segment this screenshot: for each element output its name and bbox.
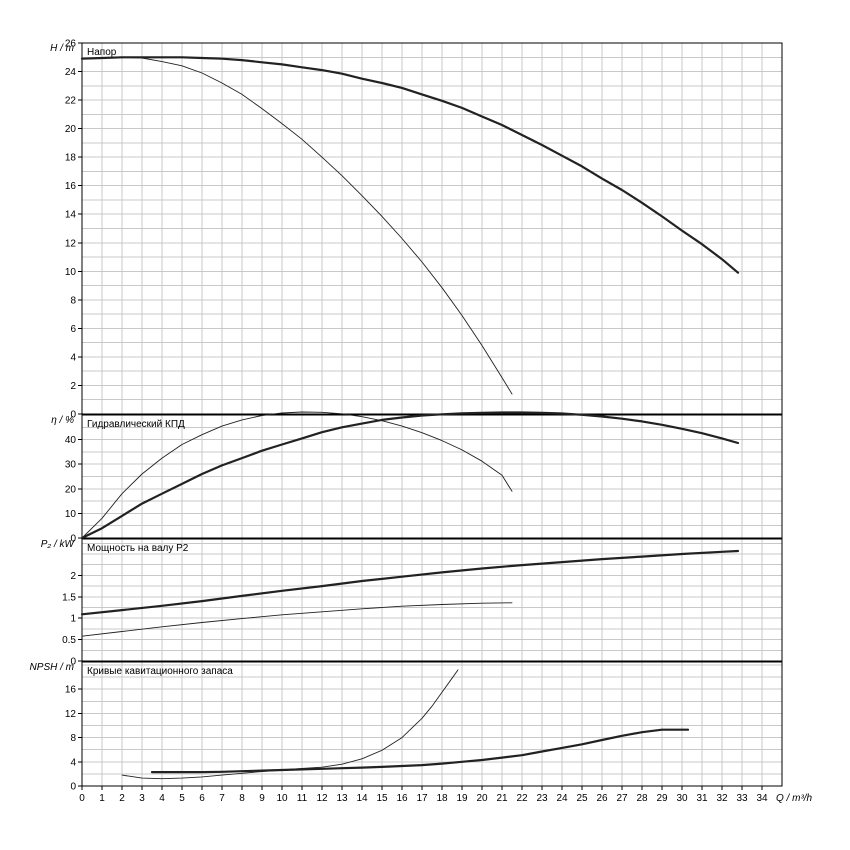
npsh-series-1-line — [150, 728, 690, 774]
power-title: Мощность на валу P2 — [87, 543, 189, 554]
power-y-tick-label: 1 — [70, 614, 76, 625]
efficiency-panel: 0 10 20 30 40 η / % Гидравлический КПД — [51, 411, 783, 545]
x-tick-label: 29 — [656, 793, 668, 804]
head-y-tick-label: 20 — [65, 124, 77, 135]
head-series-2-line — [81, 56, 513, 395]
x-tick-label: 30 — [676, 793, 688, 804]
x-tick-label: 12 — [316, 793, 328, 804]
x-tick-label: 0 — [79, 793, 85, 804]
npsh-y-tick-label: 0 — [70, 782, 76, 793]
head-y-tick-label: 18 — [65, 153, 77, 164]
x-tick-label: 34 — [756, 793, 768, 804]
x-tick-label: 25 — [576, 793, 588, 804]
npsh-y-tick-label: 12 — [65, 709, 77, 720]
efficiency-series-1-line — [80, 411, 740, 540]
x-tick-label: 10 — [276, 793, 288, 804]
power-series-1-line — [80, 549, 740, 616]
npsh-y-tick-label: 8 — [70, 733, 76, 744]
x-axis-label: Q / m³/h — [776, 793, 813, 804]
power-y-tick-label: 0.5 — [62, 635, 76, 646]
head-y-tick-label: 16 — [65, 181, 77, 192]
head-y-tick-label: 12 — [65, 238, 77, 249]
head-y-tick-label: 2 — [70, 381, 76, 392]
x-tick-label: 18 — [436, 793, 448, 804]
x-tick-label: 27 — [616, 793, 628, 804]
power-y-tick-label: 1.5 — [62, 592, 76, 603]
power-panel: 0 0.5 1 1.5 2 P₂ / kW Мощность на валу P2 — [41, 538, 783, 668]
x-tick-label: 9 — [259, 793, 265, 804]
npsh-y-tick-label: 16 — [65, 685, 77, 696]
efficiency-title: Гидравлический КПД — [87, 419, 185, 430]
head-y-tick-label: 22 — [65, 96, 77, 107]
head-title: Напор — [87, 47, 117, 58]
x-tick-label: 28 — [636, 793, 648, 804]
head-series-1-line — [80, 56, 740, 274]
x-tick-label: 24 — [556, 793, 568, 804]
x-tick-label: 23 — [536, 793, 548, 804]
x-tick-label: 6 — [199, 793, 205, 804]
x-tick-label: 26 — [596, 793, 608, 804]
x-tick-label: 17 — [416, 793, 428, 804]
efficiency-y-tick-label: 0 — [70, 534, 76, 545]
x-tick-label: 15 — [376, 793, 388, 804]
npsh-series-2-line — [121, 669, 459, 780]
x-tick-label: 5 — [179, 793, 185, 804]
x-tick-label: 13 — [336, 793, 348, 804]
x-tick-label: 3 — [139, 793, 145, 804]
x-tick-label: 19 — [456, 793, 468, 804]
efficiency-y-tick-label: 30 — [65, 460, 77, 471]
efficiency-y-tick-label: 40 — [65, 435, 77, 446]
npsh-y-axis-label: NPSH / m — [30, 662, 74, 673]
power-y-tick-label: 2 — [70, 571, 76, 582]
head-y-tick-label: 24 — [65, 67, 77, 78]
power-frame — [81, 538, 783, 662]
x-axis: 0 1 2 3 4 5 6 7 8 9 10 11 12 13 14 15 16 17 18 19 20 21 22 23 24… — [79, 786, 813, 804]
efficiency-y-tick-label: 20 — [65, 484, 77, 495]
head-y-tick-label: 0 — [70, 410, 76, 421]
x-tick-label: 20 — [476, 793, 488, 804]
npsh-frame — [81, 661, 783, 787]
x-tick-label: 2 — [119, 793, 125, 804]
x-tick-label: 1 — [99, 793, 105, 804]
npsh-grid — [82, 662, 782, 786]
head-y-tick-label: 10 — [65, 267, 77, 278]
head-y-tick-label: 4 — [70, 352, 76, 363]
power-y-tick-label: 0 — [70, 657, 76, 668]
npsh-title: Кривые кавитационного запаса — [87, 666, 233, 677]
power-y-axis-label: P₂ / kW — [41, 539, 76, 550]
x-tick-label: 33 — [736, 793, 748, 804]
efficiency-y-tick-label: 10 — [65, 509, 77, 520]
x-tick-label: 16 — [396, 793, 408, 804]
x-tick-label: 32 — [716, 793, 728, 804]
x-tick-label: 8 — [239, 793, 245, 804]
power-y-ticks: 0 0.5 1 1.5 2 — [62, 571, 82, 668]
x-tick-label: 22 — [516, 793, 528, 804]
x-tick-label: 14 — [356, 793, 368, 804]
efficiency-y-ticks: 0 10 20 30 40 — [65, 435, 82, 545]
npsh-y-ticks: 0 4 8 12 16 — [65, 685, 82, 793]
head-y-tick-label: 26 — [65, 39, 77, 50]
head-y-tick-label: 14 — [65, 210, 77, 221]
head-y-tick-label: 6 — [70, 324, 76, 335]
x-tick-label: 4 — [159, 793, 165, 804]
x-tick-label: 7 — [219, 793, 225, 804]
efficiency-series-2-line — [81, 411, 513, 539]
x-tick-label: 11 — [297, 793, 308, 804]
npsh-y-tick-label: 4 — [70, 757, 76, 768]
efficiency-grid — [82, 415, 782, 538]
head-y-axis-label: H / m — [50, 43, 74, 54]
power-series-2-line — [81, 602, 513, 637]
x-tick-label: 31 — [696, 793, 708, 804]
efficiency-y-axis-label: η / % — [51, 415, 74, 426]
head-y-tick-label: 8 — [70, 295, 76, 306]
x-tick-label: 21 — [496, 793, 508, 804]
